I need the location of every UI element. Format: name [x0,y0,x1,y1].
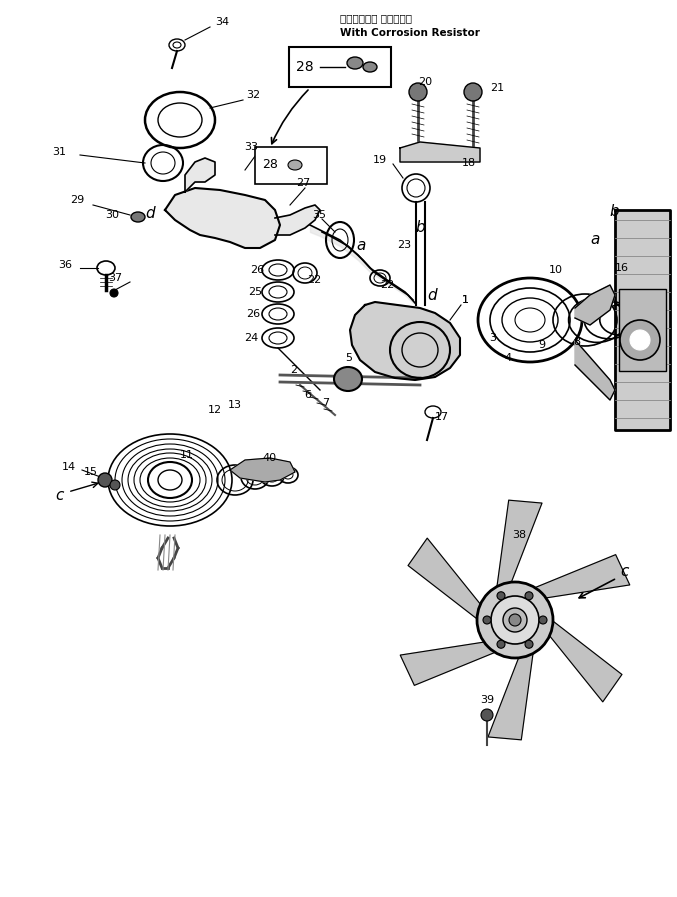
Ellipse shape [347,57,363,69]
Polygon shape [400,142,480,162]
Text: a: a [356,238,366,252]
Text: 13: 13 [228,400,242,410]
Text: コロージョン レジスタ付: コロージョン レジスタ付 [340,13,412,23]
Text: 26: 26 [246,309,260,319]
Polygon shape [488,649,533,740]
Ellipse shape [525,640,533,649]
Polygon shape [185,158,215,192]
Text: 21: 21 [490,83,504,93]
Text: 7: 7 [322,398,329,408]
Ellipse shape [539,616,547,624]
Text: a: a [590,232,599,248]
Text: 1: 1 [462,295,469,305]
Text: 20: 20 [418,77,432,87]
Text: 2: 2 [290,365,297,375]
Ellipse shape [525,592,533,600]
Ellipse shape [630,330,650,350]
Text: 40: 40 [262,453,276,463]
FancyBboxPatch shape [255,147,327,184]
Text: 28: 28 [296,60,313,74]
Text: 24: 24 [244,333,258,343]
Text: 39: 39 [480,695,494,705]
FancyBboxPatch shape [289,47,391,87]
Ellipse shape [620,320,660,360]
FancyBboxPatch shape [619,289,666,371]
Ellipse shape [477,582,553,658]
Polygon shape [496,501,542,590]
Ellipse shape [497,592,505,600]
Text: b: b [415,221,424,236]
Polygon shape [165,188,280,248]
Text: 1: 1 [462,295,469,305]
Text: 26: 26 [250,265,264,275]
Polygon shape [531,554,630,598]
Text: 36: 36 [58,260,72,270]
Text: 8: 8 [573,337,580,347]
Text: 25: 25 [248,287,262,297]
Text: 15: 15 [84,467,98,477]
Text: 31: 31 [52,147,66,157]
Text: 4: 4 [504,353,511,363]
Text: 9: 9 [538,340,545,350]
Text: 14: 14 [62,462,76,472]
Text: 6: 6 [304,390,311,400]
Text: 27: 27 [296,178,310,188]
Ellipse shape [110,480,120,490]
Text: 10: 10 [549,265,563,275]
Text: d: d [145,205,154,221]
Text: 29: 29 [70,195,84,205]
Text: 22: 22 [380,280,394,290]
Polygon shape [575,285,615,325]
Text: b: b [609,205,619,220]
Ellipse shape [491,596,539,644]
Ellipse shape [110,289,118,297]
Text: 5: 5 [345,353,352,363]
Ellipse shape [363,62,377,72]
Text: 18: 18 [462,158,476,168]
Polygon shape [230,458,295,482]
Ellipse shape [131,212,145,222]
Ellipse shape [497,640,505,649]
Polygon shape [400,641,498,685]
Polygon shape [408,538,483,622]
Text: 16: 16 [615,263,629,273]
Polygon shape [275,205,320,235]
Text: 12: 12 [208,405,222,415]
Polygon shape [575,340,615,400]
Text: 17: 17 [435,412,449,422]
Text: 11: 11 [180,450,194,460]
Text: 30: 30 [105,210,119,220]
Text: 32: 32 [246,90,260,100]
Text: d: d [427,288,437,302]
Ellipse shape [409,83,427,101]
Text: 38: 38 [512,530,526,540]
Ellipse shape [288,160,302,170]
Text: 37: 37 [108,273,122,283]
Ellipse shape [509,614,521,626]
Ellipse shape [481,709,493,721]
Text: c: c [55,487,64,502]
Ellipse shape [503,608,527,632]
Text: 28: 28 [262,159,278,171]
Text: 34: 34 [215,17,229,27]
Text: c: c [620,564,628,579]
Text: 3: 3 [489,333,496,343]
Polygon shape [350,302,460,380]
Ellipse shape [334,367,362,391]
Text: 19: 19 [373,155,387,165]
Ellipse shape [483,616,491,624]
Ellipse shape [464,83,482,101]
Polygon shape [615,210,670,430]
Text: 23: 23 [397,240,411,250]
Text: 33: 33 [244,142,258,152]
Text: With Corrosion Resistor: With Corrosion Resistor [340,28,480,38]
Text: 35: 35 [312,210,326,220]
Polygon shape [548,619,622,701]
Text: 22: 22 [307,275,322,285]
Ellipse shape [98,473,112,487]
